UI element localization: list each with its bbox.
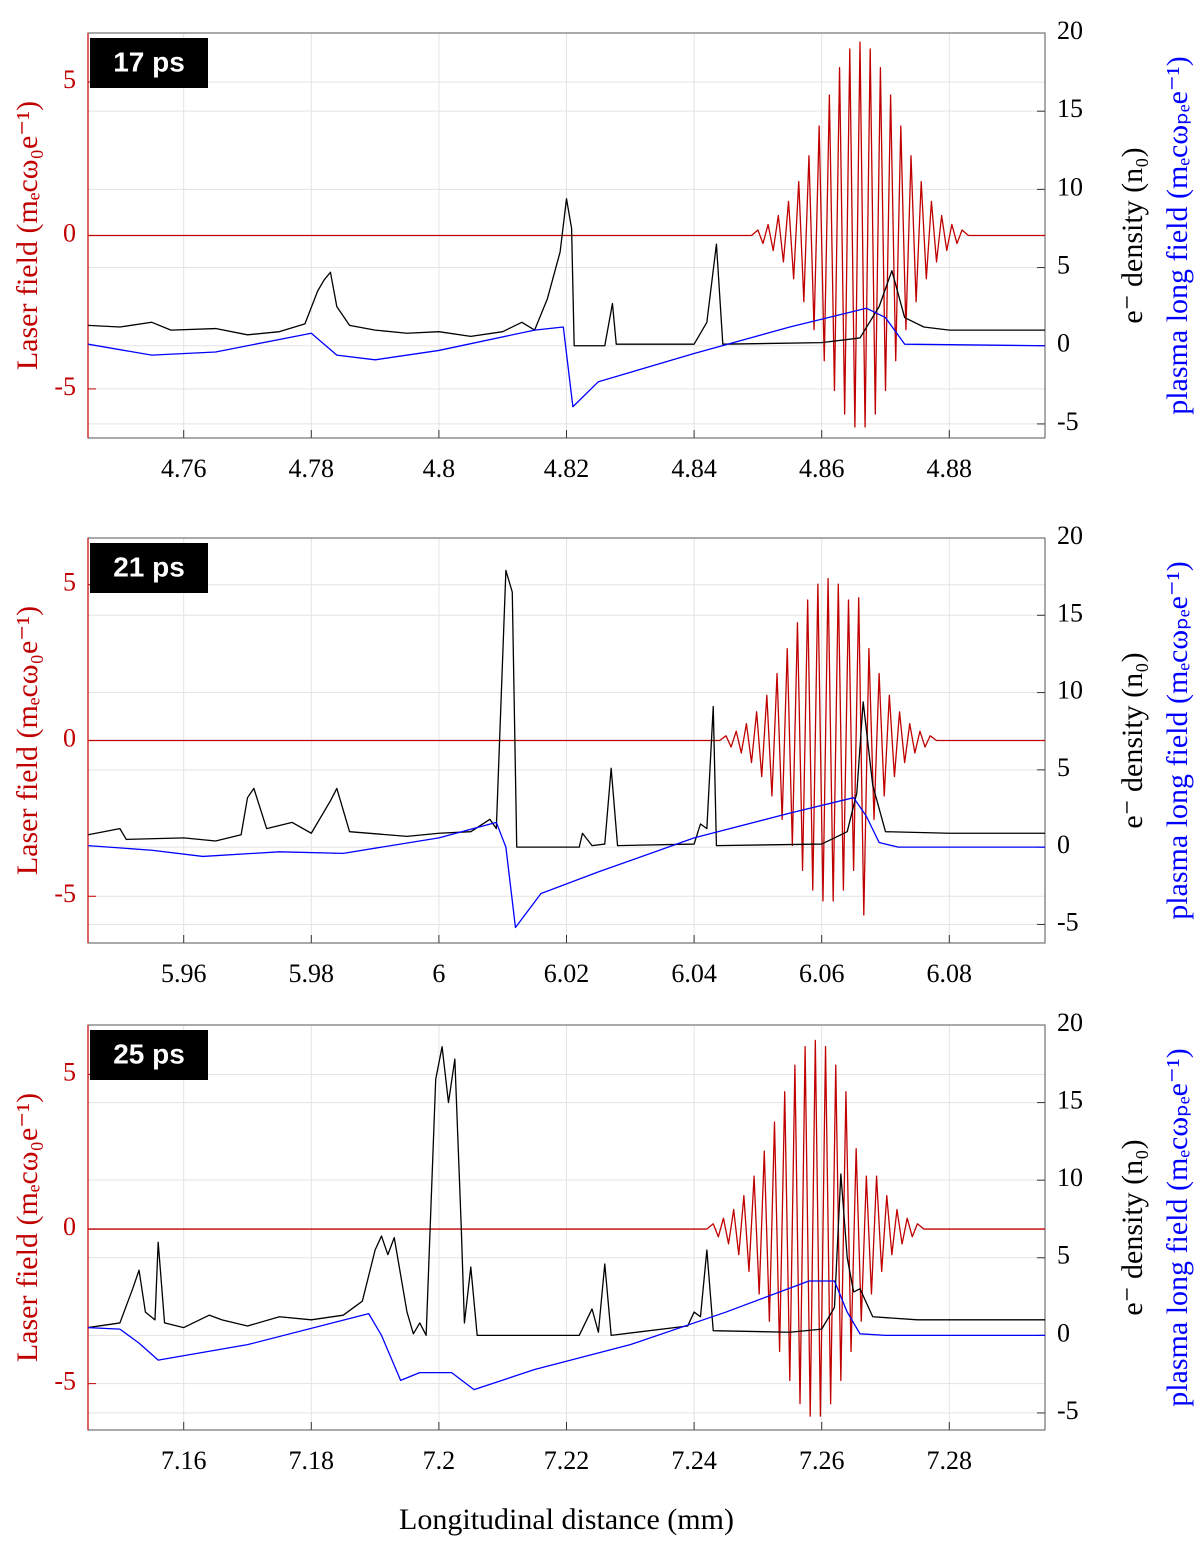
title-box [90,1030,208,1080]
y2-tick-label: 0 [1057,1318,1070,1347]
y2-axis-label: e⁻ density (n₀) [1116,1139,1149,1315]
y-axis-label: Laser field (mₑcω₀e⁻¹) [11,606,44,875]
y2-tick-label: 20 [1057,1008,1083,1037]
series-group [88,569,1045,929]
series-group [88,1039,1045,1417]
title-box [90,38,208,88]
line-series [88,41,1045,428]
y2-tick-label: 5 [1057,1241,1070,1270]
x-tick-label: 4.76 [161,454,207,483]
x-tick-label: 7.24 [671,1446,717,1475]
y-tick-label: -5 [54,879,76,908]
line-series [88,797,1045,929]
y2-axis-label: plasma long field (mₑcωₚₑe⁻¹) [1161,1048,1194,1407]
line-series [88,1046,1045,1336]
x-tick-label: 6.02 [544,959,590,988]
y-tick-label: 5 [63,65,76,94]
y2-tick-label: 0 [1057,830,1070,859]
y2-tick-label: -5 [1057,907,1079,936]
y-tick-label: 5 [63,1057,76,1086]
y-tick-label: 5 [63,568,76,597]
x-tick-label: 4.8 [423,454,456,483]
line-series [88,1039,1045,1417]
x-tick-label: 4.88 [927,454,973,483]
panel-title: 21 ps [113,551,185,582]
x-tick-label: 7.26 [799,1446,845,1475]
y-tick-label: 0 [63,218,76,247]
x-tick-label: 7.16 [161,1446,207,1475]
x-tick-label: 7.22 [544,1446,590,1475]
y-tick-label: -5 [54,1367,76,1396]
y2-axis-label: e⁻ density (n₀) [1116,147,1149,323]
y2-tick-label: 0 [1057,329,1070,358]
y2-tick-label: 15 [1057,94,1083,123]
y2-axis-label: plasma long field (mₑcωₚₑe⁻¹) [1161,561,1194,920]
y-tick-label: 0 [63,723,76,752]
y-axis-label: Laser field (mₑcω₀e⁻¹) [11,1093,44,1362]
x-tick-label: 6.04 [671,959,717,988]
y2-tick-label: 10 [1057,1163,1083,1192]
y-tick-label: 0 [63,1212,76,1241]
panel-title: 17 ps [113,46,185,77]
line-series [88,569,1045,848]
y2-tick-label: 10 [1057,676,1083,705]
x-tick-label: 4.82 [544,454,590,483]
x-tick-label: 6 [432,959,445,988]
x-axis-label: Longitudinal distance (mm) [399,1503,734,1536]
x-tick-label: 6.06 [799,959,845,988]
x-tick-label: 4.86 [799,454,845,483]
y2-tick-label: 5 [1057,251,1070,280]
panel-title: 25 ps [113,1038,185,1069]
y2-tick-label: 20 [1057,16,1083,45]
y-axis-label: Laser field (mₑcω₀e⁻¹) [11,101,44,370]
line-series [88,577,1045,916]
y2-tick-label: 15 [1057,598,1083,627]
y-tick-label: -5 [54,372,76,401]
x-tick-label: 7.2 [423,1446,456,1475]
panel: 7.16 7.18 7.2 7.22 7.24 7.26 7.28 -5 0 5 -5 0 5 10 15 2… [11,1008,1194,1536]
title-box [90,543,208,593]
x-tick-label: 6.08 [927,959,973,988]
panel: 4.76 4.78 4.8 4.82 4.84 4.86 4.88 -5 0 5 -5 0 5 10 15 2… [11,16,1194,483]
panel: 5.96 5.98 6 6.02 6.04 6.06 6.08 -5 0 5 -5 0 5 10 15 20 2… [11,521,1194,988]
x-tick-label: 5.96 [161,959,207,988]
y2-axis-label: e⁻ density (n₀) [1116,652,1149,828]
line-series [88,1280,1045,1391]
x-tick-label: 7.28 [927,1446,973,1475]
x-tick-label: 5.98 [289,959,335,988]
line-series [88,307,1045,408]
y2-axis-label: plasma long field (mₑcωₚₑe⁻¹) [1161,56,1194,415]
y2-tick-label: 20 [1057,521,1083,550]
series-group [88,41,1045,428]
y2-tick-label: 5 [1057,753,1070,782]
y2-tick-label: 10 [1057,172,1083,201]
line-series [88,198,1045,347]
x-tick-label: 4.84 [671,454,717,483]
x-tick-label: 4.78 [289,454,335,483]
x-tick-label: 7.18 [289,1446,335,1475]
y2-tick-label: 15 [1057,1086,1083,1115]
y2-tick-label: -5 [1057,407,1079,436]
y2-tick-label: -5 [1057,1396,1079,1425]
